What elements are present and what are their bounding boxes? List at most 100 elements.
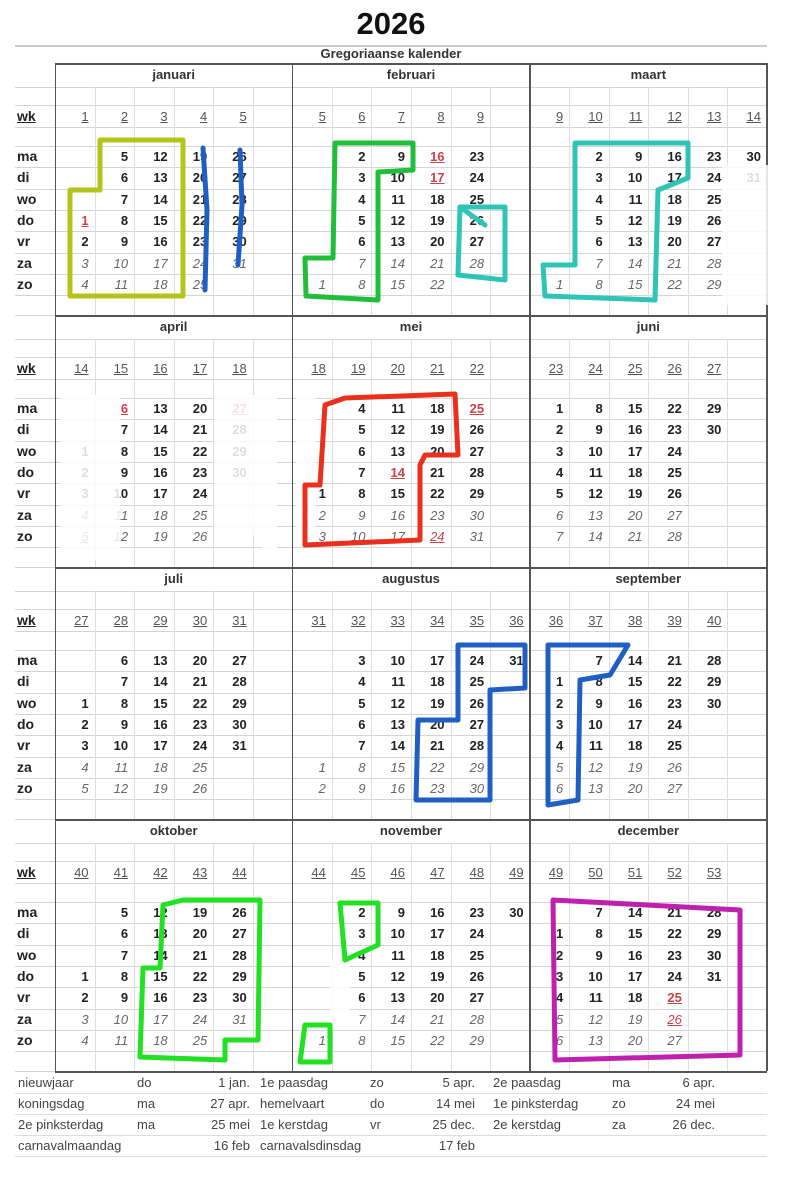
day-cell: 15 — [153, 695, 168, 711]
day-cell: 5 — [120, 149, 129, 164]
day-cell: 7 — [358, 464, 366, 480]
holiday-day: za — [612, 1117, 626, 1132]
grid-line — [134, 843, 136, 1071]
grid-line — [727, 339, 729, 567]
day-cell: 15 — [153, 443, 168, 459]
week-number: 25 — [627, 361, 643, 376]
day-cell: 5 — [81, 780, 89, 796]
grid-line — [173, 843, 175, 1071]
month-border — [291, 63, 294, 315]
day-cell: 24 — [667, 968, 682, 984]
day-cell: 19 — [430, 422, 445, 438]
day-cell: 18 — [627, 464, 643, 480]
day-cell: 13 — [153, 653, 168, 668]
week-number: 36 — [548, 613, 564, 628]
grid-line — [252, 339, 254, 567]
weekday-label-wo: wo — [17, 442, 37, 459]
holiday-date: 5 apr. — [442, 1075, 475, 1090]
day-cell: 18 — [627, 738, 643, 754]
grid-line — [727, 87, 729, 315]
week-number: 19 — [350, 361, 366, 376]
day-cell: 23 — [192, 464, 208, 480]
day-cell: 19 — [430, 695, 445, 711]
day-cell: 19 — [627, 486, 643, 502]
week-label: wk — [17, 612, 36, 628]
day-cell: 22 — [192, 695, 208, 711]
grid-line — [569, 339, 571, 567]
day-cell: 26 — [667, 1011, 682, 1027]
day-cell: 9 — [358, 507, 366, 523]
day-cell: 16 — [627, 695, 643, 711]
day-cell: 22 — [430, 759, 445, 775]
day-cell: 3 — [81, 738, 89, 754]
day-cell: 24 — [469, 926, 485, 942]
day-cell: 25 — [667, 990, 682, 1006]
week-number: 18 — [311, 361, 326, 376]
day-cell: 3 — [81, 1011, 89, 1027]
day-cell: 6 — [555, 507, 564, 523]
day-cell: 6 — [120, 926, 129, 942]
week-number: 6 — [358, 109, 366, 124]
day-cell: 21 — [627, 528, 643, 544]
day-cell: 11 — [114, 507, 129, 523]
month-name-juni: juni — [636, 319, 660, 334]
day-cell: 27 — [469, 234, 485, 250]
day-cell: 3 — [555, 443, 564, 459]
month-name-februari: februari — [386, 67, 436, 82]
grid-line — [15, 987, 767, 989]
month-name-januari: januari — [152, 67, 195, 82]
day-cell: 21 — [192, 947, 208, 963]
day-cell: 20 — [430, 990, 445, 1006]
holiday-name: 2e kerstdag — [493, 1117, 561, 1132]
day-cell: 27 — [667, 780, 682, 796]
day-cell: 18 — [430, 947, 445, 963]
grid-line — [252, 87, 254, 315]
holiday-day: ma — [612, 1075, 631, 1090]
day-cell: 21 — [667, 905, 682, 920]
day-cell: 13 — [390, 990, 405, 1006]
day-cell: 28 — [706, 255, 722, 271]
day-cell: 14 — [390, 1011, 405, 1027]
grid-line — [15, 671, 767, 673]
grid-line — [173, 87, 175, 315]
week-number: 22 — [469, 361, 485, 376]
day-cell: 10 — [390, 653, 405, 668]
day-cell: 15 — [627, 674, 643, 690]
grid-line — [15, 650, 767, 651]
day-cell: 17 — [430, 653, 445, 668]
day-cell: 28 — [706, 653, 722, 668]
day-cell: 27 — [706, 234, 722, 250]
day-cell: 24 — [192, 738, 208, 754]
week-number: 31 — [311, 613, 326, 628]
day-cell: 17 — [430, 926, 445, 942]
grid-line — [15, 440, 767, 442]
day-cell: 8 — [120, 968, 129, 984]
day-cell: 27 — [667, 507, 682, 523]
grid-line — [15, 843, 767, 844]
day-cell: 4 — [81, 507, 89, 523]
weekday-label-di: di — [17, 925, 30, 942]
day-cell: 28 — [232, 947, 247, 963]
day-cell: 31 — [232, 738, 247, 754]
day-cell: 6 — [120, 401, 129, 416]
day-cell: 25 — [469, 947, 485, 963]
grid-line — [410, 843, 412, 1071]
grid-line — [569, 591, 571, 819]
day-cell: 7 — [358, 1011, 366, 1027]
day-cell: 17 — [667, 170, 682, 186]
day-cell: 11 — [628, 191, 643, 207]
day-cell: 13 — [588, 507, 603, 523]
day-cell: 20 — [192, 926, 208, 942]
day-cell: 24 — [430, 528, 445, 544]
weekday-label-za: za — [17, 254, 32, 271]
day-cell: 27 — [469, 716, 485, 732]
weekday-label-do: do — [17, 715, 35, 732]
grid-line — [252, 591, 254, 819]
day-cell: 31 — [509, 653, 524, 668]
grid-line — [15, 231, 767, 233]
day-cell: 17 — [153, 255, 168, 271]
day-cell: 11 — [589, 990, 603, 1006]
holiday-name: carnavalsdinsdag — [260, 1138, 362, 1153]
day-cell: 13 — [627, 234, 643, 250]
week-number: 18 — [232, 361, 247, 376]
